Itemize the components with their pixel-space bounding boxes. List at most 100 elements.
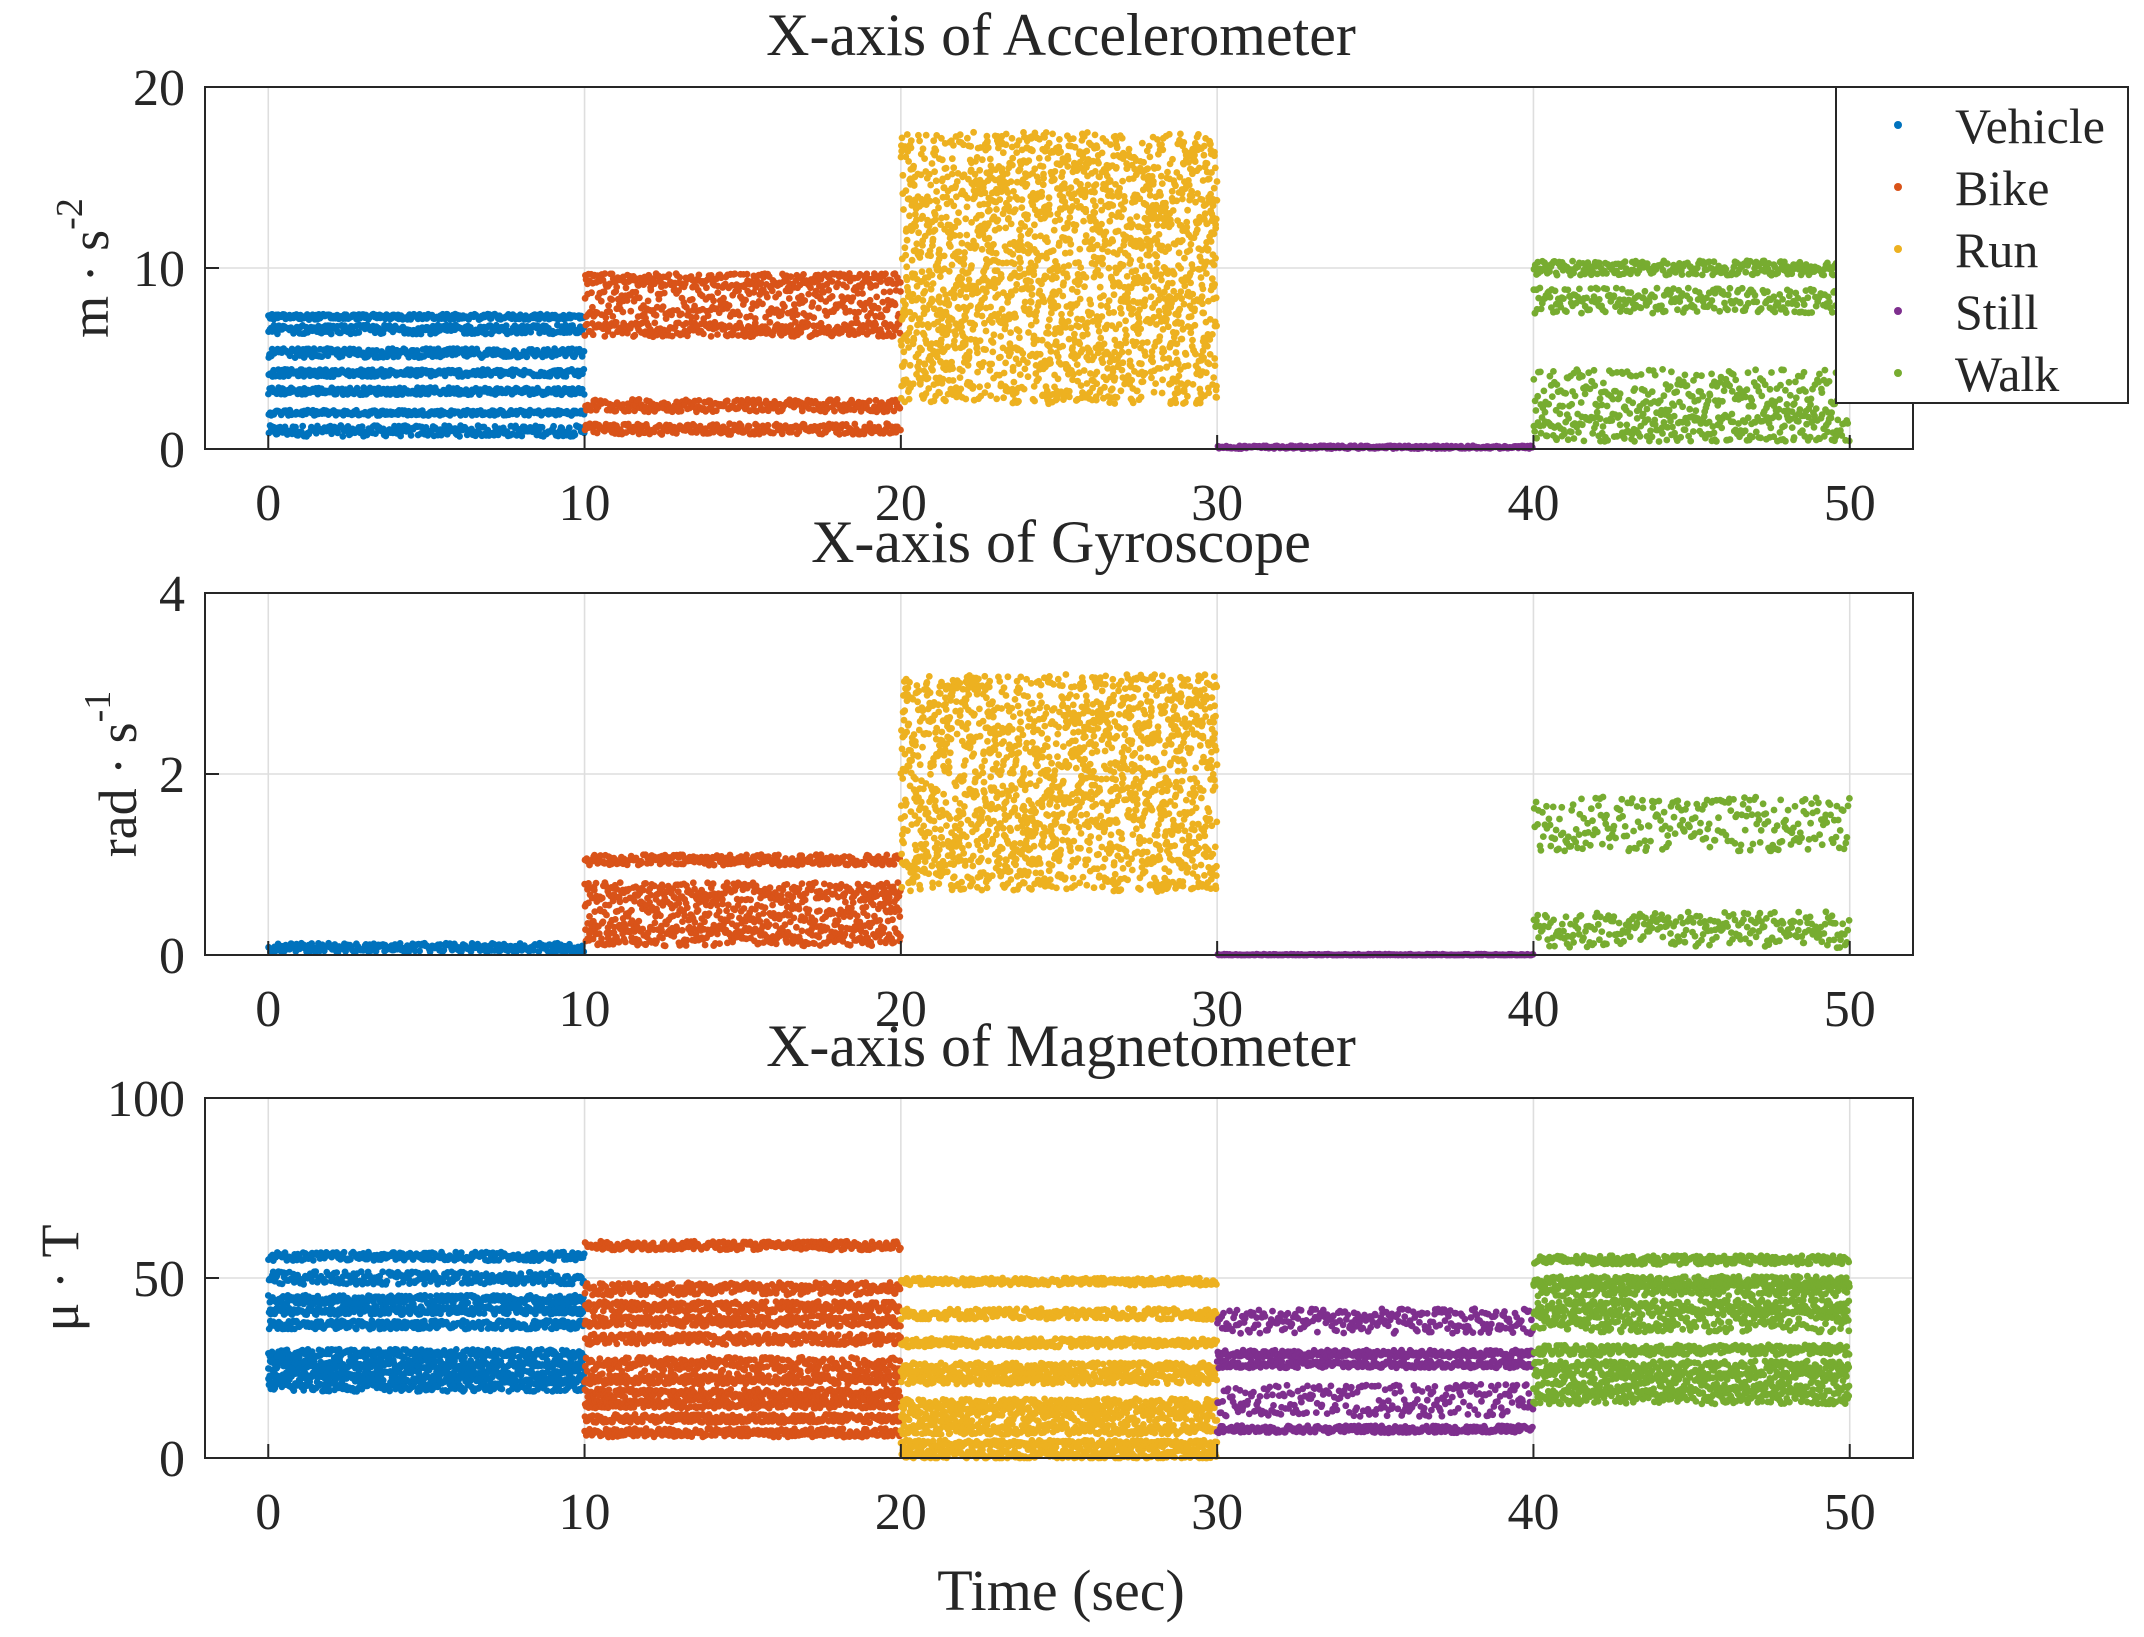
data-point bbox=[1066, 214, 1074, 221]
data-point bbox=[987, 392, 995, 399]
data-point bbox=[1042, 129, 1050, 136]
data-point bbox=[889, 332, 897, 340]
data-point bbox=[456, 432, 463, 440]
data-point bbox=[997, 353, 1004, 361]
data-point bbox=[1049, 130, 1056, 138]
data-point bbox=[1125, 348, 1132, 356]
data-point bbox=[678, 310, 685, 318]
data-point bbox=[1002, 130, 1010, 138]
data-point bbox=[906, 361, 914, 369]
data-point bbox=[1032, 317, 1040, 325]
data-point bbox=[1118, 310, 1125, 317]
data-point bbox=[1039, 181, 1047, 189]
data-point bbox=[927, 252, 934, 260]
data-point bbox=[1012, 286, 1019, 294]
data-point bbox=[1009, 154, 1017, 162]
data-point bbox=[942, 397, 949, 405]
data-point bbox=[759, 300, 766, 308]
data-point bbox=[1098, 220, 1105, 228]
data-point bbox=[736, 311, 743, 319]
data-point bbox=[985, 234, 993, 242]
data-point bbox=[1065, 262, 1073, 269]
data-point bbox=[1026, 227, 1034, 235]
data-point bbox=[1123, 331, 1130, 339]
data-point bbox=[1118, 134, 1126, 142]
data-point bbox=[299, 422, 307, 430]
data-point bbox=[950, 294, 958, 302]
data-point bbox=[1100, 292, 1107, 300]
data-point bbox=[999, 149, 1007, 157]
data-point bbox=[961, 249, 968, 256]
data-point bbox=[945, 300, 953, 308]
data-point bbox=[931, 226, 939, 234]
data-point bbox=[905, 158, 912, 165]
data-point bbox=[1056, 136, 1063, 143]
data-point bbox=[902, 187, 910, 195]
data-point bbox=[1095, 328, 1103, 335]
data-point bbox=[815, 304, 822, 312]
data-point bbox=[695, 271, 703, 279]
data-point bbox=[265, 390, 272, 398]
data-point bbox=[1147, 293, 1155, 301]
data-point bbox=[1158, 180, 1166, 188]
data-point bbox=[906, 212, 913, 220]
data-point bbox=[1064, 163, 1072, 170]
data-point bbox=[962, 215, 970, 223]
data-point bbox=[1076, 245, 1084, 253]
panel-accelerometer: X-axis of Accelerometer 0 10 20 30 40 5001020… bbox=[49, 2, 1914, 532]
data-point bbox=[622, 284, 630, 292]
data-point bbox=[901, 244, 909, 252]
data-point bbox=[921, 287, 929, 295]
data-point bbox=[951, 337, 958, 345]
data-point bbox=[1091, 188, 1098, 196]
data-point bbox=[1072, 221, 1080, 229]
data-point bbox=[1122, 317, 1129, 325]
data-point bbox=[931, 168, 938, 176]
data-point bbox=[1118, 348, 1126, 356]
data-point bbox=[880, 288, 888, 296]
data-point bbox=[565, 424, 573, 432]
data-point bbox=[1082, 208, 1090, 216]
data-point bbox=[976, 166, 984, 174]
data-point bbox=[1096, 283, 1104, 291]
data-point bbox=[1099, 359, 1107, 366]
data-point bbox=[929, 280, 937, 287]
data-point bbox=[965, 354, 973, 361]
data-point bbox=[910, 181, 918, 189]
data-point bbox=[292, 423, 299, 431]
data-point bbox=[1087, 300, 1095, 308]
data-point bbox=[1066, 393, 1073, 401]
data-point bbox=[1045, 329, 1052, 337]
data-point bbox=[1056, 216, 1064, 224]
data-point bbox=[518, 432, 526, 440]
data-point bbox=[942, 213, 950, 221]
data-point bbox=[900, 206, 907, 213]
data-point bbox=[1164, 168, 1171, 176]
data-point bbox=[968, 262, 975, 270]
data-point bbox=[1109, 202, 1117, 209]
data-point bbox=[1092, 396, 1100, 404]
data-point bbox=[397, 428, 405, 436]
data-point bbox=[597, 297, 605, 305]
data-point bbox=[1160, 347, 1168, 355]
data-point bbox=[1153, 252, 1161, 260]
data-point bbox=[1158, 276, 1165, 284]
data-point bbox=[1007, 329, 1014, 336]
data-point bbox=[580, 348, 588, 355]
data-point bbox=[1083, 330, 1091, 338]
data-point bbox=[1097, 302, 1105, 309]
data-point bbox=[1141, 369, 1149, 377]
data-point bbox=[926, 197, 934, 205]
data-point bbox=[1092, 181, 1100, 188]
data-point bbox=[1016, 334, 1023, 342]
data-point bbox=[899, 171, 907, 179]
data-point bbox=[1099, 260, 1106, 268]
data-point bbox=[1024, 373, 1032, 381]
data-point bbox=[538, 423, 546, 431]
data-point bbox=[1073, 361, 1081, 368]
data-point bbox=[1098, 149, 1106, 157]
data-point bbox=[1045, 201, 1053, 209]
data-point bbox=[1060, 279, 1067, 287]
data-point bbox=[1121, 197, 1129, 205]
data-point bbox=[1010, 260, 1018, 268]
